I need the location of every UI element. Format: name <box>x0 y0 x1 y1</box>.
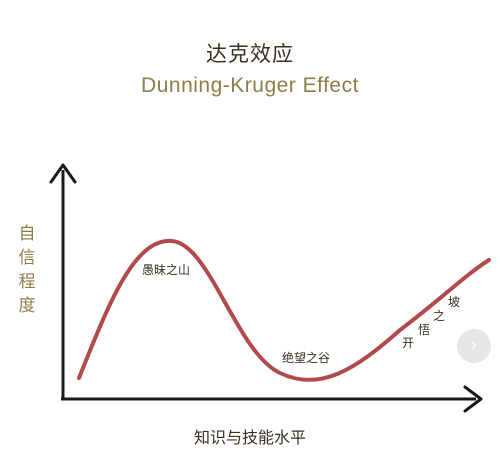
y-axis-label-text: 自信程度 <box>18 224 36 316</box>
label-valley-despair: 绝望之谷 <box>282 350 330 365</box>
label-slope-char-1: 开 <box>402 336 414 350</box>
title-chinese: 达克效应 <box>206 42 294 66</box>
label-mount-stupid: 愚昧之山 <box>142 263 190 277</box>
label-slope-char-2: 悟 <box>418 322 430 337</box>
y-axis-label: 自信程度 <box>13 222 41 318</box>
x-axis-arrow-icon <box>463 385 483 413</box>
label-slope-char-3: 之 <box>433 309 445 323</box>
label-slope-char-4: 坡 <box>448 295 460 309</box>
title-english: Dunning-Kruger Effect <box>141 74 359 97</box>
confidence-curve <box>77 238 491 382</box>
chevron-right-icon[interactable]: › <box>457 329 491 363</box>
x-axis-label: 知识与技能水平 <box>193 428 306 447</box>
y-axis-arrow-icon <box>49 163 77 184</box>
